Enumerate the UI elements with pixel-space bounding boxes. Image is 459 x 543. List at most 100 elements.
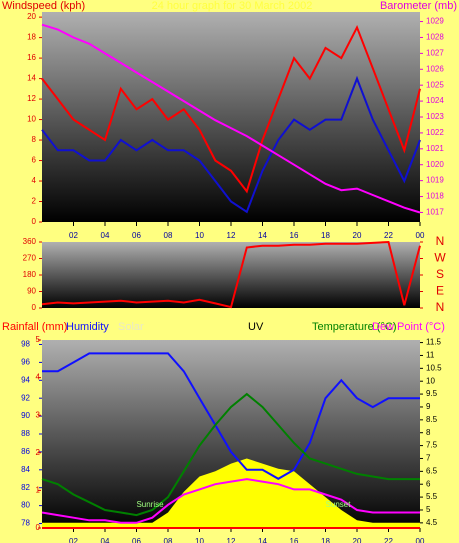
x-tick-label: 06 — [132, 537, 141, 543]
y2-tick-label: 9.5 — [426, 389, 438, 398]
y2-tick-label: 1024 — [426, 96, 444, 105]
plot-area — [42, 242, 420, 308]
legend-label: Dew Point (°C) — [372, 321, 445, 333]
y2-tick-label: 10.5 — [426, 363, 442, 372]
series-line — [41, 24, 421, 194]
y2-tick-label: 5 — [426, 505, 431, 514]
y2-tick-label: 1025 — [426, 80, 444, 89]
x-tick-label: 04 — [101, 231, 110, 240]
y2-tick-label: W — [434, 251, 446, 265]
y2-tick-label: 5.5 — [426, 492, 438, 501]
x-tick-label: 12 — [227, 231, 236, 240]
y-tick-label: 90 — [27, 287, 36, 296]
x-tick-label: 00 — [416, 231, 425, 240]
y-tick-label: 98 — [21, 340, 30, 349]
y2-tick-label: 7 — [426, 454, 431, 463]
y3-tick-label: 0 — [36, 523, 41, 532]
y-tick-label: 6 — [32, 156, 37, 165]
x-tick-label: 18 — [321, 537, 330, 543]
y-tick-label: 180 — [23, 270, 37, 279]
x-tick-label: 14 — [258, 537, 267, 543]
y-tick-label: 88 — [21, 429, 30, 438]
y-tick-label: 0 — [32, 303, 37, 312]
y-tick-label: 10 — [27, 115, 36, 124]
y2-tick-label: 1023 — [426, 112, 444, 121]
series-line — [41, 240, 421, 309]
legend-label: Humidity — [66, 321, 109, 333]
y2-tick-label: 1029 — [426, 17, 444, 26]
y2-axis-label: Barometer (mb) — [380, 0, 457, 12]
y-tick-label: 20 — [27, 12, 36, 21]
y-tick-label: 4 — [32, 176, 37, 185]
x-tick-label: 08 — [164, 231, 173, 240]
y-tick-label: 16 — [27, 53, 36, 62]
y2-tick-label: 11.5 — [426, 338, 442, 347]
y3-tick-label: 3 — [36, 410, 41, 419]
y2-tick-label: 1020 — [426, 160, 444, 169]
y-tick-label: 86 — [21, 447, 30, 456]
series-line — [42, 352, 420, 480]
y2-tick-label: 1028 — [426, 33, 444, 42]
y2-tick-label: N — [436, 234, 445, 248]
y-tick-label: 94 — [21, 375, 30, 384]
y-tick-label: 2 — [32, 197, 37, 206]
series-line — [41, 23, 421, 214]
y2-tick-label: 6.5 — [426, 466, 438, 475]
x-tick-label: 12 — [227, 537, 236, 543]
y-tick-label: 92 — [21, 393, 30, 402]
y3-tick-label: 4 — [36, 373, 41, 382]
legend-label: Rainfall (mm) — [2, 321, 67, 333]
x-tick-label: 00 — [416, 537, 425, 543]
annotation: Sunrise — [136, 500, 164, 509]
series-line — [41, 478, 420, 524]
y2-tick-label: 8.5 — [426, 415, 438, 424]
y3-tick-label: 2 — [36, 448, 41, 457]
x-tick-label: 06 — [132, 231, 141, 240]
y2-tick-label: 11 — [426, 351, 435, 360]
annotation: Sunset — [326, 500, 352, 509]
y2-tick-label: 1018 — [426, 192, 444, 201]
y2-tick-label: 1019 — [426, 176, 444, 185]
y2-tick-label: 1022 — [426, 128, 444, 137]
y-tick-label: 90 — [21, 411, 30, 420]
plot-area — [42, 12, 420, 222]
y-tick-label: 270 — [23, 254, 37, 263]
x-tick-label: 16 — [290, 537, 299, 543]
y3-tick-label: 1 — [36, 486, 41, 495]
y2-tick-label: 8 — [426, 428, 431, 437]
y-tick-label: 12 — [27, 94, 36, 103]
legend-label: Temperature (°C) — [312, 321, 396, 333]
x-tick-label: 20 — [353, 537, 362, 543]
chart-title: 24 hour graph for 30 March 2002 — [152, 0, 313, 12]
y-tick-label: 14 — [27, 74, 36, 83]
x-tick-label: 22 — [384, 537, 393, 543]
series-line — [41, 75, 421, 214]
uv-label: UV — [248, 321, 264, 333]
y-axis-label: Windspeed (kph) — [2, 0, 85, 12]
y2-tick-label: 1027 — [426, 48, 444, 57]
x-tick-label: 10 — [195, 537, 204, 543]
y2-tick-label: 1017 — [426, 208, 444, 217]
y2-tick-label: 1021 — [426, 144, 444, 153]
y-tick-label: 78 — [21, 519, 30, 528]
y-tick-label: 80 — [21, 501, 30, 510]
y-tick-label: 18 — [27, 33, 36, 42]
x-tick-label: 02 — [69, 231, 78, 240]
y-tick-label: 82 — [21, 483, 30, 492]
x-tick-label: 10 — [195, 231, 204, 240]
y2-tick-label: 10 — [426, 376, 435, 385]
x-tick-label: 04 — [101, 537, 110, 543]
y2-tick-label: 9 — [426, 402, 431, 411]
x-tick-label: 22 — [384, 231, 393, 240]
x-tick-label: 18 — [321, 231, 330, 240]
y2-tick-label: N — [436, 300, 445, 314]
area — [42, 458, 420, 528]
y-tick-label: 0 — [32, 217, 37, 226]
x-tick-label: 16 — [290, 231, 299, 240]
y-tick-label: 84 — [21, 465, 30, 474]
y3-tick-label: 5 — [36, 335, 41, 344]
x-tick-label: 02 — [69, 537, 78, 543]
x-tick-label: 14 — [258, 231, 267, 240]
legend-label: Solar — [118, 321, 144, 333]
